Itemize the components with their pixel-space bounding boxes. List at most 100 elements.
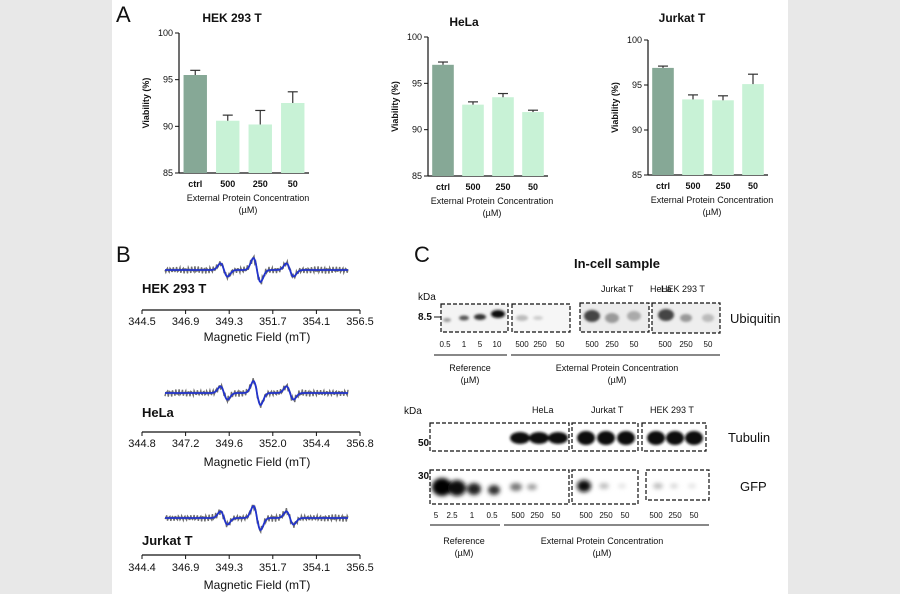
epr-tick-label: 349.3: [215, 562, 243, 574]
blot2-reference-label: Reference: [443, 536, 485, 546]
blot1-conc-lane-label: 500: [585, 340, 599, 349]
y-tick-label: 100: [627, 35, 642, 45]
y-axis-label: Viability (%): [610, 82, 620, 133]
bar-chart-1: HeLa 85 90 95 100 Viability (%) ctrl 500 250 50 Ex…: [390, 15, 553, 218]
blot1-group-hek: HEK 293 T: [661, 284, 705, 294]
epr-tick-label: 351.7: [259, 562, 287, 574]
blot2-conc-lane-label: 500: [511, 511, 525, 520]
epr-cell-label: Jurkat T: [142, 533, 193, 548]
blot1-ref-lane-label: 0.5: [439, 340, 451, 349]
x-category-label: 500: [220, 179, 235, 189]
blot2-marker-gfp: 30: [418, 471, 430, 482]
epr-simulated-fit: [165, 380, 348, 407]
blot2-ref-lane-label: 5: [434, 511, 439, 520]
bar-ctrl: [652, 67, 674, 175]
blot1-marker: 8.5: [418, 312, 432, 323]
epr-x-axis-label: Magnetic Field (mT): [204, 578, 311, 592]
bar-chart-title: HEK 293 T: [202, 11, 262, 25]
bar-chart-title: Jurkat T: [659, 11, 706, 25]
blot2-conc-lane-label: 50: [552, 511, 561, 520]
blot2-external-label: External Protein Concentration: [541, 536, 664, 546]
blot1-protein-label: Ubiquitin: [730, 311, 781, 326]
blot1-group-jurkat: Jurkat T: [601, 284, 634, 294]
epr-tick-label: 347.2: [172, 438, 200, 450]
epr-simulated-fit: [165, 257, 348, 284]
epr-tick-label: 346.9: [172, 562, 200, 574]
panel-b-letter: B: [116, 242, 131, 267]
epr-tick-label: 344.5: [128, 316, 156, 328]
blot2-ref-lane-label: 2.5: [446, 511, 458, 520]
blot2-conc-lane-label: 500: [579, 511, 593, 520]
y-tick-label: 90: [412, 125, 422, 135]
y-tick-label: 85: [412, 171, 422, 181]
blot2-conc-lane-label: 50: [690, 511, 699, 520]
epr-tick-label: 356.5: [346, 316, 374, 328]
epr-tick-label: 354.1: [303, 562, 331, 574]
blot1-conc-lane-label: 50: [704, 340, 713, 349]
bar-ctrl: [183, 75, 207, 173]
x-axis-label: External Protein Concentration: [187, 193, 310, 203]
x-axis-label: External Protein Concentration: [651, 195, 774, 205]
epr-tick-label: 351.7: [259, 316, 287, 328]
blot2-group-hek: HEK 293 T: [650, 405, 694, 415]
epr-tick-label: 346.9: [172, 316, 200, 328]
y-axis-label: Viability (%): [390, 81, 400, 132]
blot1-conc-lane-label: 250: [533, 340, 547, 349]
epr-tick-label: 356.8: [346, 438, 374, 450]
blot2-external-unit: (µM): [593, 548, 612, 558]
blot2-marker-tubulin: 50: [418, 438, 430, 449]
blot2-conc-lane-label: 250: [599, 511, 613, 520]
panel-a-letter: A: [116, 2, 131, 27]
epr-tick-label: 354.4: [303, 438, 331, 450]
epr-tick-label: 356.5: [346, 562, 374, 574]
blot2-conc-lane-label: 250: [530, 511, 544, 520]
panel-b-epr-spectra: HEK 293 T 344.5 346.9 349.3 351.7 354.1 356.5 M…: [128, 254, 374, 592]
x-category-label: 250: [253, 179, 268, 189]
blot1-reference-unit: (µM): [461, 375, 480, 385]
blot2-kda: kDa: [404, 406, 422, 417]
panel-c-letter: C: [414, 242, 430, 267]
blot1-conc-lane-label: 500: [515, 340, 529, 349]
epr-simulated-fit: [165, 505, 348, 532]
epr-tick-label: 349.3: [215, 316, 243, 328]
x-category-label: 500: [685, 181, 700, 191]
x-category-label: 50: [748, 181, 758, 191]
blot1-conc-lane-label: 250: [679, 340, 693, 349]
epr-tick-label: 344.8: [128, 438, 156, 450]
blot1-conc-lane-label: 250: [605, 340, 619, 349]
epr-tick-label: 344.4: [128, 562, 156, 574]
panel-a-bar-charts: HEK 293 T 85 90 95 100 Viability (%) ctrl 500 25…: [141, 11, 773, 218]
epr-tick-label: 352.0: [259, 438, 287, 450]
x-axis-unit: (µM): [239, 205, 258, 215]
bar-250: [712, 100, 734, 175]
x-category-label: 50: [528, 182, 538, 192]
blot1-ref-lane-label: 5: [478, 340, 483, 349]
blot2-group-jurkat: Jurkat T: [591, 405, 624, 415]
blot2-ref-lane-label: 1: [470, 511, 475, 520]
in-cell-title: In-cell sample: [574, 256, 660, 271]
gfp-bands: [432, 478, 696, 496]
epr-cell-label: HEK 293 T: [142, 281, 206, 296]
epr-spectrum-0: HEK 293 T 344.5 346.9 349.3 351.7 354.1 356.5 M…: [128, 254, 374, 344]
epr-spectrum-2: Jurkat T 344.4 346.9 349.3 351.7 354.1 356.5 Ma…: [128, 504, 374, 592]
bar-chart-title: HeLa: [449, 15, 479, 29]
epr-spectrum-1: HeLa 344.8 347.2 349.6 352.0 354.4 356.8 Magnet…: [128, 378, 374, 469]
blot2-conc-lane-label: 500: [649, 511, 663, 520]
blot1-bands: [443, 309, 714, 323]
bar-500: [216, 120, 240, 173]
x-axis-unit: (µM): [483, 208, 502, 218]
blot1-external-unit: (µM): [608, 375, 627, 385]
bar-ctrl: [432, 64, 454, 176]
y-tick-label: 95: [632, 80, 642, 90]
blot2-ref-lane-label: 0.5: [486, 511, 498, 520]
x-category-label: ctrl: [188, 179, 202, 189]
y-tick-label: 85: [632, 170, 642, 180]
bar-500: [682, 99, 704, 175]
blot2-conc-lane-label: 250: [668, 511, 682, 520]
blot1-external-label: External Protein Concentration: [556, 363, 679, 373]
x-category-label: 250: [495, 182, 510, 192]
x-category-label: 50: [288, 179, 298, 189]
blot1-conc-lane-label: 50: [556, 340, 565, 349]
blot1-lane-labels: 0.5 1 5 10 500 250 50 500 250 50 500 250 50: [439, 340, 713, 349]
epr-x-axis-label: Magnetic Field (mT): [204, 330, 311, 344]
